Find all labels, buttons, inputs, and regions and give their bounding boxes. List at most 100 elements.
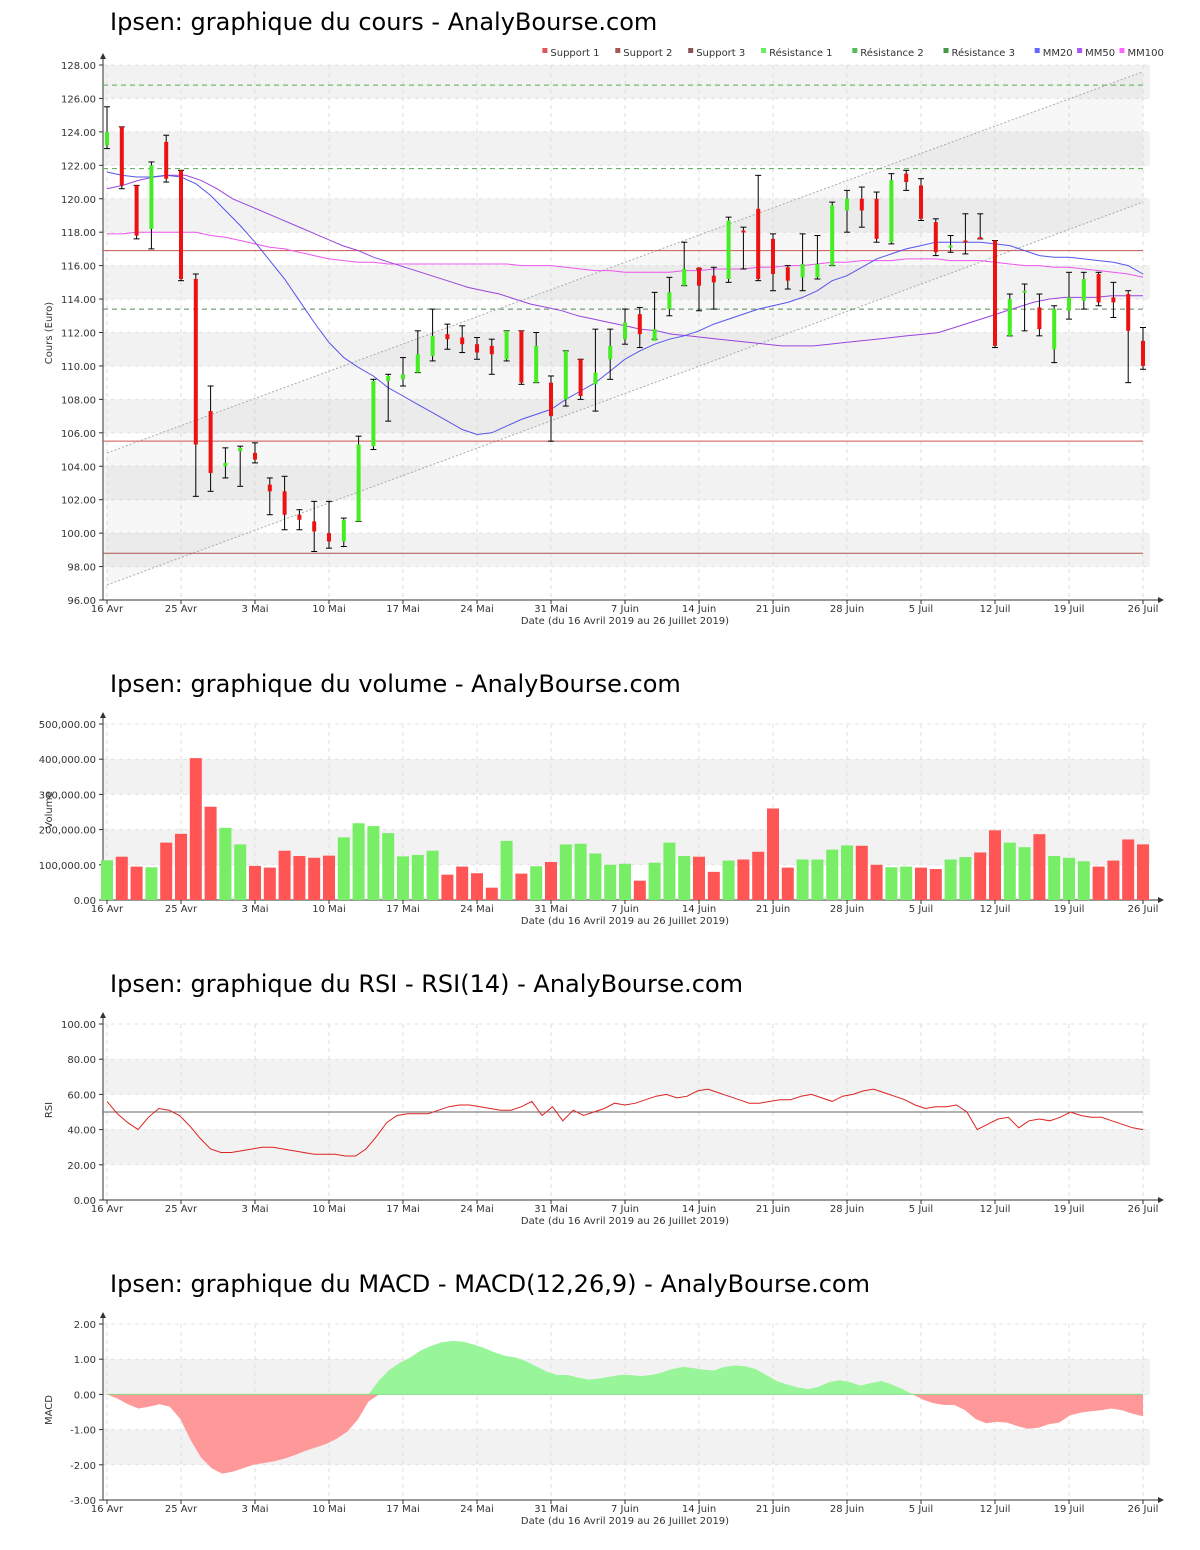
rsi-chart: 0.00 20.00 40.00 60.00 80.00 100.00 16 Avr 25 A… (44, 1012, 1164, 1227)
macd-xtick-label: 17 Mai (386, 1504, 419, 1515)
rsi-chart-title: Ipsen: graphique du RSI - RSI(14) - Anal… (110, 970, 744, 998)
price-xtick-label: 7 Juin (611, 604, 639, 615)
volume-bar (752, 851, 765, 900)
rsi-ylabel: RSI (44, 1102, 55, 1118)
candle-body (312, 521, 317, 532)
candle-body (267, 484, 272, 492)
volume-bar (397, 856, 409, 900)
legend-label: MM50 (1085, 48, 1115, 59)
rsi-xtick-label: 26 Juil (1128, 1204, 1159, 1215)
legend-label: Résistance 1 (769, 47, 832, 59)
macd-xtick-label: 31 Mai (534, 1504, 567, 1515)
candle-body (815, 263, 820, 278)
legend-label: Support 2 (623, 48, 672, 59)
candle-body (711, 275, 716, 283)
candle-body (800, 263, 805, 278)
price-xtick-label: 3 Mai (241, 604, 268, 615)
candle-body (652, 329, 657, 341)
candle-body (978, 237, 983, 240)
macd-xtick-label: 28 Juin (830, 1504, 864, 1515)
candle-body (504, 330, 509, 360)
candle-body (1111, 297, 1116, 303)
legend-swatch (852, 48, 858, 53)
legend-swatch (1034, 48, 1040, 53)
candle-body (489, 345, 494, 355)
volume-bar (471, 873, 483, 900)
volume-bar (101, 860, 113, 900)
macd-xtick-label: 26 Juil (1128, 1504, 1159, 1515)
volume-ytick-label: 300,000.00 (39, 790, 96, 801)
volume-bar (456, 866, 469, 900)
candle-body (1067, 297, 1071, 311)
macd-ytick-label: -2.00 (70, 1461, 96, 1472)
candle-body (933, 222, 938, 253)
volume-ytick-label: 200,000.00 (39, 826, 96, 837)
candle-body (1081, 279, 1086, 301)
candle-body (1022, 290, 1027, 293)
volume-xaxis-arrow (1158, 897, 1164, 903)
volume-bar (367, 826, 380, 900)
rsi-yaxis-arrow (100, 1012, 106, 1018)
volume-bar (1107, 860, 1120, 900)
macd-xtick-label: 5 Juil (909, 1504, 933, 1515)
legend-label: MM100 (1128, 48, 1164, 59)
price-ytick-label: 96.00 (67, 596, 96, 607)
volume-bar (441, 874, 454, 900)
candle-body (726, 220, 731, 279)
price-chart-title: Ipsen: graphique du cours - AnalyBourse.… (110, 8, 658, 36)
price-band (103, 198, 1150, 233)
volume-xtick-label: 12 Juil (980, 904, 1011, 915)
volume-bar (530, 866, 543, 900)
price-chart: 96.00 98.00 100.00 102.00 104.00 106.00 108.00… (44, 47, 1164, 627)
price-xtick-label: 25 Avr (165, 604, 198, 615)
volume-bar (855, 845, 868, 900)
volume-bar (885, 867, 898, 900)
volume-ytick-label: 100,000.00 (39, 861, 96, 872)
rsi-xtick-label: 10 Mai (312, 1204, 345, 1215)
price-ytick-label: 106.00 (61, 429, 96, 440)
macd-xtick-label: 12 Juil (980, 1504, 1011, 1515)
rsi-xtick-label: 7 Juin (611, 1204, 639, 1215)
candle-body (889, 180, 894, 243)
candle-body (475, 344, 479, 353)
volume-chart-title: Ipsen: graphique du volume - AnalyBourse… (110, 670, 681, 698)
macd-chart-title: Ipsen: graphique du MACD - MACD(12,26,9)… (110, 1270, 870, 1298)
volume-bar (604, 864, 617, 900)
volume-bar (619, 863, 631, 900)
legend-swatch (1119, 48, 1125, 53)
volume-bar (989, 830, 1001, 900)
volume-xtick-label: 21 Juin (756, 904, 790, 915)
price-xtick-label: 19 Juil (1054, 604, 1085, 615)
volume-bar (1063, 857, 1075, 900)
price-ytick-label: 114.00 (61, 295, 96, 306)
volume-yaxis-arrow (100, 712, 106, 718)
volume-xtick-label: 24 Mai (460, 904, 493, 915)
rsi-xtick-label: 12 Juil (980, 1204, 1011, 1215)
volume-bar (1137, 844, 1149, 900)
price-ytick-label: 126.00 (61, 94, 96, 105)
candle-body (623, 322, 627, 340)
volume-bar (485, 887, 498, 900)
candle-body (741, 230, 746, 233)
candle-body (164, 141, 169, 179)
rsi-xtick-label: 28 Juin (830, 1204, 864, 1215)
macd-xlabel: Date (du 16 Avril 2019 au 26 Juillet 201… (521, 1516, 729, 1527)
volume-bar (545, 861, 557, 900)
price-mm20-line (106, 171, 1144, 436)
rsi-xlabel: Date (du 16 Avril 2019 au 26 Juillet 201… (521, 1216, 729, 1227)
candle-body (297, 514, 302, 520)
rsi-ytick-label: 40.00 (67, 1126, 96, 1137)
volume-bar (796, 859, 809, 900)
volume-bar (500, 840, 513, 900)
macd-xtick-label: 19 Juil (1054, 1504, 1085, 1515)
price-mm100-line (107, 231, 1144, 278)
rsi-ytick-label: 20.00 (67, 1161, 96, 1172)
volume-bar (515, 873, 528, 900)
candle-body (1141, 340, 1145, 366)
price-xtick-label: 12 Juil (980, 604, 1011, 615)
volume-ytick-label: 0.00 (74, 896, 96, 907)
volume-bar (915, 867, 927, 900)
candle-body (519, 330, 524, 383)
candle-body (771, 238, 775, 274)
candle-body (1052, 309, 1057, 350)
